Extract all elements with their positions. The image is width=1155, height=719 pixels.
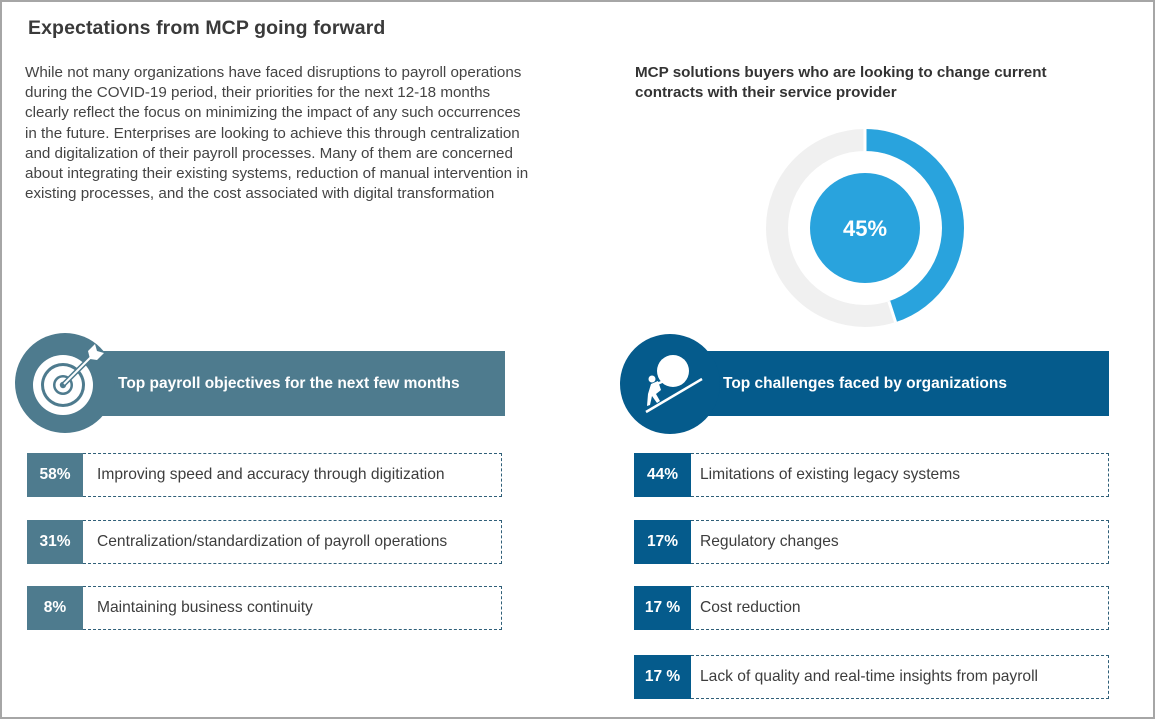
challenges-heading: Top challenges faced by organizations bbox=[723, 374, 1007, 392]
objective-percent: 8% bbox=[27, 586, 83, 630]
target-arrow-icon bbox=[33, 344, 104, 415]
objective-label: Improving speed and accuracy through dig… bbox=[83, 453, 502, 497]
intro-paragraph: While not many organizations have faced … bbox=[25, 64, 529, 203]
page-title: Expectations from MCP going forward bbox=[28, 17, 386, 39]
objective-label: Maintaining business continuity bbox=[83, 586, 502, 630]
objective-percent: 58% bbox=[27, 453, 83, 497]
objectives-icon-badge bbox=[15, 333, 115, 433]
challenge-label: Regulatory changes bbox=[691, 520, 1109, 564]
challenge-label: Lack of quality and real-time insights f… bbox=[691, 655, 1109, 699]
donut-center bbox=[810, 173, 920, 283]
person-pushing-boulder-icon bbox=[645, 355, 703, 414]
donut-chart: 45% bbox=[766, 129, 964, 327]
list-item: 58% Improving speed and accuracy through… bbox=[27, 453, 502, 497]
objective-percent: 31% bbox=[27, 520, 83, 564]
list-item: 8% Maintaining business continuity bbox=[27, 586, 502, 630]
objectives-banner: Top payroll objectives for the next few … bbox=[100, 351, 505, 416]
challenge-percent: 17 % bbox=[634, 586, 691, 630]
objective-label: Centralization/standardization of payrol… bbox=[83, 520, 502, 564]
list-item: 17 % Lack of quality and real-time insig… bbox=[634, 655, 1109, 699]
challenge-percent: 44% bbox=[634, 453, 691, 497]
list-item: 17% Regulatory changes bbox=[634, 520, 1109, 564]
list-item: 17 % Cost reduction bbox=[634, 586, 1109, 630]
donut-title: MCP solutions buyers who are looking to … bbox=[635, 64, 1047, 101]
challenge-percent: 17 % bbox=[634, 655, 691, 699]
challenge-percent: 17% bbox=[634, 520, 691, 564]
objectives-heading: Top payroll objectives for the next few … bbox=[118, 374, 460, 392]
donut-value-arc bbox=[864, 129, 964, 323]
challenge-label: Limitations of existing legacy systems bbox=[691, 453, 1109, 497]
list-item: 44% Limitations of existing legacy syste… bbox=[634, 453, 1109, 497]
donut-value-label: 45% bbox=[843, 216, 887, 241]
challenge-label: Cost reduction bbox=[691, 586, 1109, 630]
list-item: 31% Centralization/standardization of pa… bbox=[27, 520, 502, 564]
challenges-banner: Top challenges faced by organizations bbox=[700, 351, 1109, 416]
challenges-icon-badge bbox=[620, 334, 720, 434]
donut-gap bbox=[887, 300, 898, 323]
